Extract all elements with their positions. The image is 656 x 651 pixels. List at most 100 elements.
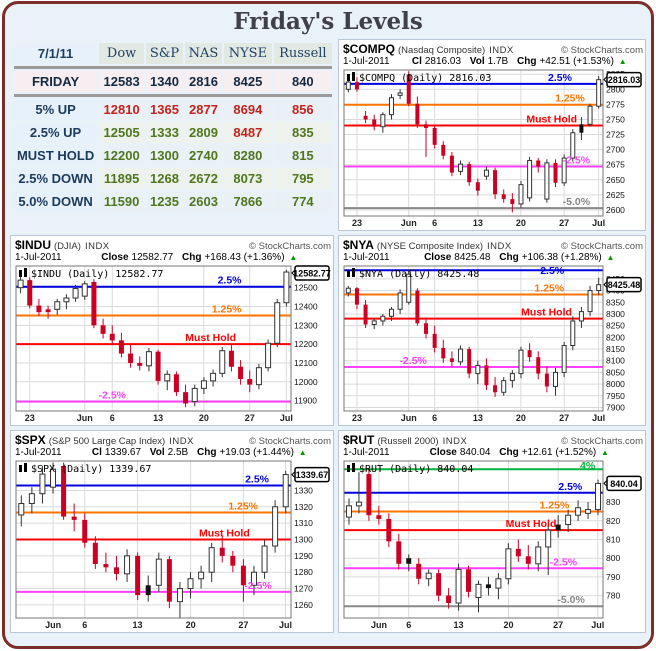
close-label: Close	[101, 252, 129, 263]
price-callout	[294, 466, 330, 483]
svg-text:1270: 1270	[294, 584, 313, 594]
svg-text:1.25%: 1.25%	[540, 499, 570, 511]
vol-value: 1.7B	[487, 56, 509, 67]
close-value: 840.04	[459, 447, 491, 458]
svg-text:27: 27	[245, 413, 255, 423]
svg-text:2.5%: 2.5%	[558, 481, 583, 493]
svg-text:830: 830	[606, 497, 620, 507]
close-value: 8425.48	[454, 252, 491, 263]
svg-text:12300: 12300	[294, 320, 318, 330]
row-label: 2.5% DOWN	[14, 168, 98, 189]
svg-text:8000: 8000	[606, 379, 625, 389]
level-value: 2816	[184, 71, 223, 92]
table-column-header: NYSE	[224, 43, 272, 64]
chart-indu: $INDU (DJIA) INDX © StockCharts.com 1-Ju…	[10, 235, 334, 426]
svg-text:13: 13	[473, 413, 483, 423]
svg-text:1.25%: 1.25%	[555, 93, 585, 105]
table-row: MUST HOLD 12200 1300 2740 8280 815	[14, 145, 332, 166]
svg-text:13: 13	[133, 620, 143, 630]
svg-text:790: 790	[606, 572, 620, 582]
levels-table-wrap: 7/1/11 Dow S&P NAS NYSE Russell FRIDAY 12583 13…	[10, 39, 334, 231]
spx-chart-image[interactable]: 1330 1320 1310 1300 1290 1280 1270 1260 Jun 6 13 20…	[15, 460, 331, 631]
stockcharts-copyright[interactable]: © StockCharts.com	[561, 436, 643, 447]
indu-symbol: $INDU	[15, 238, 52, 252]
svg-text:6: 6	[82, 620, 87, 630]
level-value: 11590	[99, 191, 145, 212]
vol-label: Vol	[469, 56, 485, 67]
level-value: 2877	[184, 99, 223, 120]
svg-text:2.5%: 2.5%	[218, 275, 243, 287]
table-row: FRIDAY 12583 1340 2816 8425 840	[14, 71, 332, 92]
svg-text:2675: 2675	[606, 160, 625, 170]
page-title: Friday's Levels	[233, 8, 423, 35]
price-callout	[606, 71, 642, 88]
svg-text:27: 27	[559, 218, 569, 228]
indu-description: (DJIA)	[54, 241, 81, 252]
compq-chart-image[interactable]: 2825280027752750272527002675265026252600…	[343, 69, 643, 229]
svg-text:Jun: Jun	[45, 620, 61, 630]
svg-text:20: 20	[516, 413, 526, 423]
level-value: 1268	[146, 168, 183, 189]
svg-text:8050: 8050	[606, 367, 625, 377]
chart-compq: $COMPQ (Nasdaq Composite) INDX © StockCh…	[338, 39, 646, 231]
table-separator	[14, 94, 332, 97]
svg-text:2625: 2625	[606, 190, 625, 200]
svg-text:12000: 12000	[294, 377, 318, 387]
svg-text:12500: 12500	[294, 283, 318, 293]
close-label: Close	[424, 252, 452, 263]
indu-chart-image[interactable]: 12500 12400 12300 12200 12100 12000 11900 23 Jun…	[15, 265, 331, 424]
level-value: 2672	[184, 168, 223, 189]
svg-text:13: 13	[153, 413, 163, 423]
svg-text:1300: 1300	[294, 535, 313, 545]
stockcharts-copyright[interactable]: © StockCharts.com	[561, 241, 643, 252]
svg-text:Jul: Jul	[592, 413, 605, 423]
svg-text:-5.0%: -5.0%	[563, 196, 591, 208]
chart-nya: $NYA (NYSE Composite Index) INDX © Stock…	[338, 235, 646, 426]
svg-text:-2.5%: -2.5%	[244, 580, 272, 592]
svg-text:-2.5%: -2.5%	[563, 155, 591, 167]
svg-text:12400: 12400	[294, 301, 318, 311]
table-column-header: NAS	[184, 43, 223, 64]
close-label: Cl	[91, 447, 102, 458]
stockcharts-copyright[interactable]: © StockCharts.com	[249, 241, 331, 252]
svg-text:-2.5%: -2.5%	[99, 390, 127, 402]
svg-text:800: 800	[606, 553, 620, 563]
spx-description: (S&P 500 Large Cap Index)	[48, 436, 166, 447]
svg-text:2800: 2800	[606, 84, 625, 94]
svg-text:20: 20	[186, 620, 196, 630]
svg-text:Jul: Jul	[591, 620, 604, 630]
chg-value: +106.38 (+1.28%)	[521, 252, 602, 263]
rut-date: 1-Jul-2011	[343, 447, 390, 458]
svg-text:820: 820	[606, 516, 620, 526]
close-label: Close	[429, 447, 457, 458]
stockcharts-copyright[interactable]: © StockCharts.com	[561, 45, 643, 56]
nya-chart-image[interactable]: 8450840083508300825082008150810080508000…	[343, 265, 643, 424]
svg-text:13: 13	[473, 218, 483, 228]
svg-text:2.5%: 2.5%	[540, 265, 565, 277]
chg-value: +12.61 (+1.52%)	[521, 447, 597, 458]
svg-text:27: 27	[553, 620, 563, 630]
rut-chart-image[interactable]: 830 820 810 800 790 780 Jun 6 13 20 27 Jul 4% 2.5% 1.2…	[343, 460, 643, 631]
level-value: 8694	[224, 99, 272, 120]
vol-value: 2.5B	[167, 447, 189, 458]
compq-description: (Nasdaq Composite)	[398, 45, 486, 56]
svg-text:780: 780	[606, 591, 620, 601]
svg-text:Jun: Jun	[401, 218, 417, 228]
level-value: 795	[273, 168, 332, 189]
svg-text:27: 27	[559, 413, 569, 423]
svg-text:2600: 2600	[606, 205, 625, 215]
svg-text:4%: 4%	[580, 460, 596, 472]
svg-text:$RUT (Daily) 840.04: $RUT (Daily) 840.04	[359, 464, 473, 475]
svg-text:Must Hold: Must Hold	[521, 307, 572, 319]
svg-text:8100: 8100	[606, 356, 625, 366]
svg-text:7950: 7950	[606, 391, 625, 401]
stockcharts-copyright[interactable]: © StockCharts.com	[249, 436, 331, 447]
row-label: 5.0% DOWN	[14, 191, 98, 212]
levels-table-header-row: 7/1/11 Dow S&P NAS NYSE Russell	[14, 43, 332, 64]
svg-text:Jul: Jul	[592, 218, 605, 228]
level-value: 1235	[146, 191, 183, 212]
spx-date: 1-Jul-2011	[15, 447, 62, 458]
nya-symbol: $NYA	[343, 238, 374, 252]
level-value: 1365	[146, 99, 183, 120]
